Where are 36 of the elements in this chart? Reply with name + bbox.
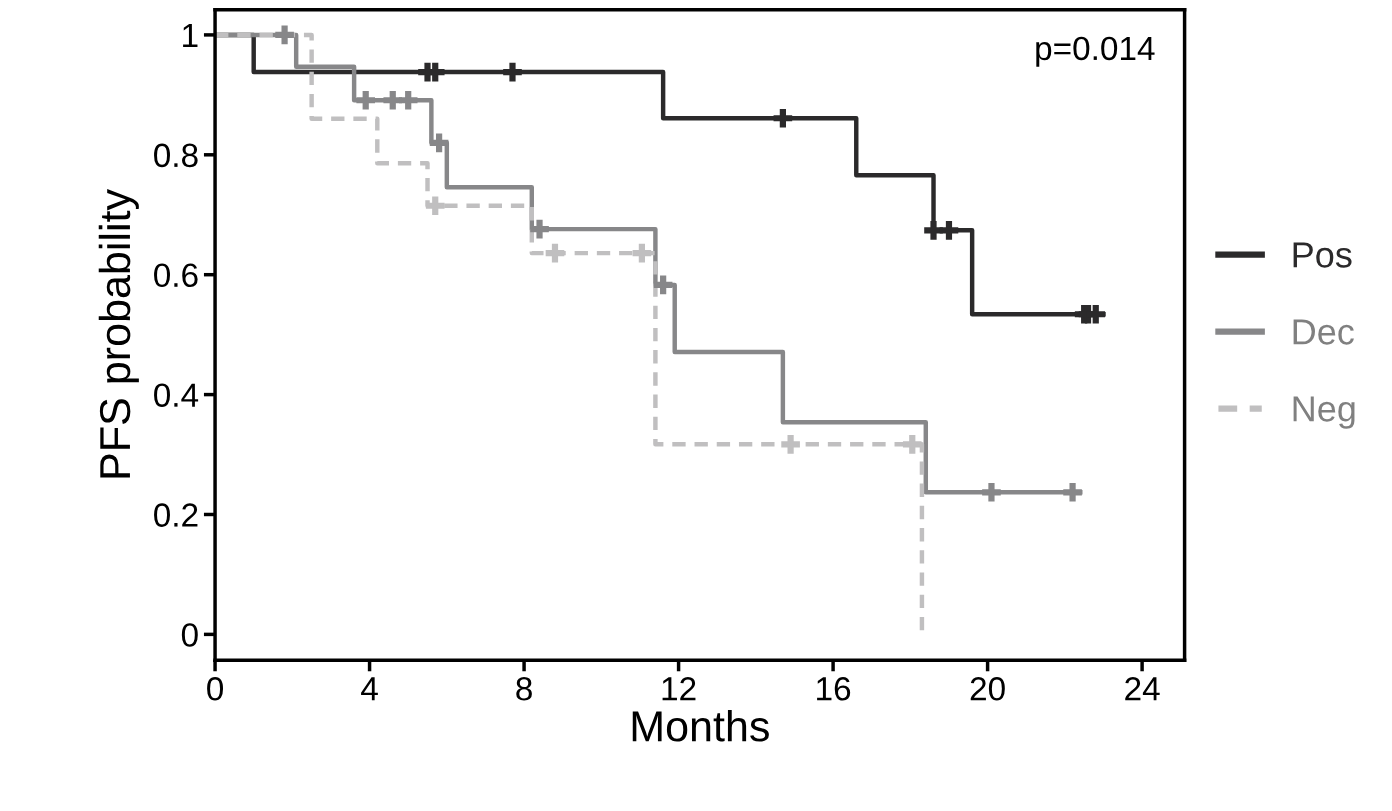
x-tick-label: 16 <box>817 677 851 701</box>
point <box>1063 482 1082 502</box>
legend-label: Pos <box>1293 242 1352 268</box>
point <box>275 25 294 45</box>
x-tick-label: 24 <box>1125 677 1160 701</box>
annotation: p=0.014 <box>1036 36 1155 67</box>
y-tick-label: 0.6 <box>154 263 198 288</box>
point <box>429 133 449 153</box>
y-axis-title: PFS probability <box>98 189 139 478</box>
legend-label: Neg <box>1293 396 1355 429</box>
point <box>503 62 522 82</box>
point <box>632 243 652 263</box>
y-tick-label: 0 <box>181 623 198 647</box>
point <box>939 221 959 240</box>
x-tick-label: 8 <box>516 677 532 701</box>
legend-label: Dec <box>1293 319 1354 345</box>
x-tick-label: 4 <box>361 677 378 701</box>
point <box>356 90 376 110</box>
point <box>398 90 418 110</box>
y-tick-label: 0.2 <box>154 503 198 527</box>
point <box>982 482 1001 502</box>
point <box>425 196 445 216</box>
point <box>545 243 565 263</box>
x-tick-label: 20 <box>970 677 1005 701</box>
point <box>902 435 922 454</box>
point <box>653 275 673 295</box>
point <box>781 435 800 454</box>
y-tick-label: 0.4 <box>154 383 199 407</box>
y-tick-label: 0.8 <box>154 143 198 168</box>
x-tick-label: 0 <box>207 677 224 701</box>
y-tick-label: 1 <box>183 24 198 47</box>
x-axis-title: Months <box>632 709 769 742</box>
point <box>773 108 793 128</box>
x-tick-label: 12 <box>662 677 696 701</box>
point <box>924 221 943 240</box>
point <box>530 219 549 239</box>
